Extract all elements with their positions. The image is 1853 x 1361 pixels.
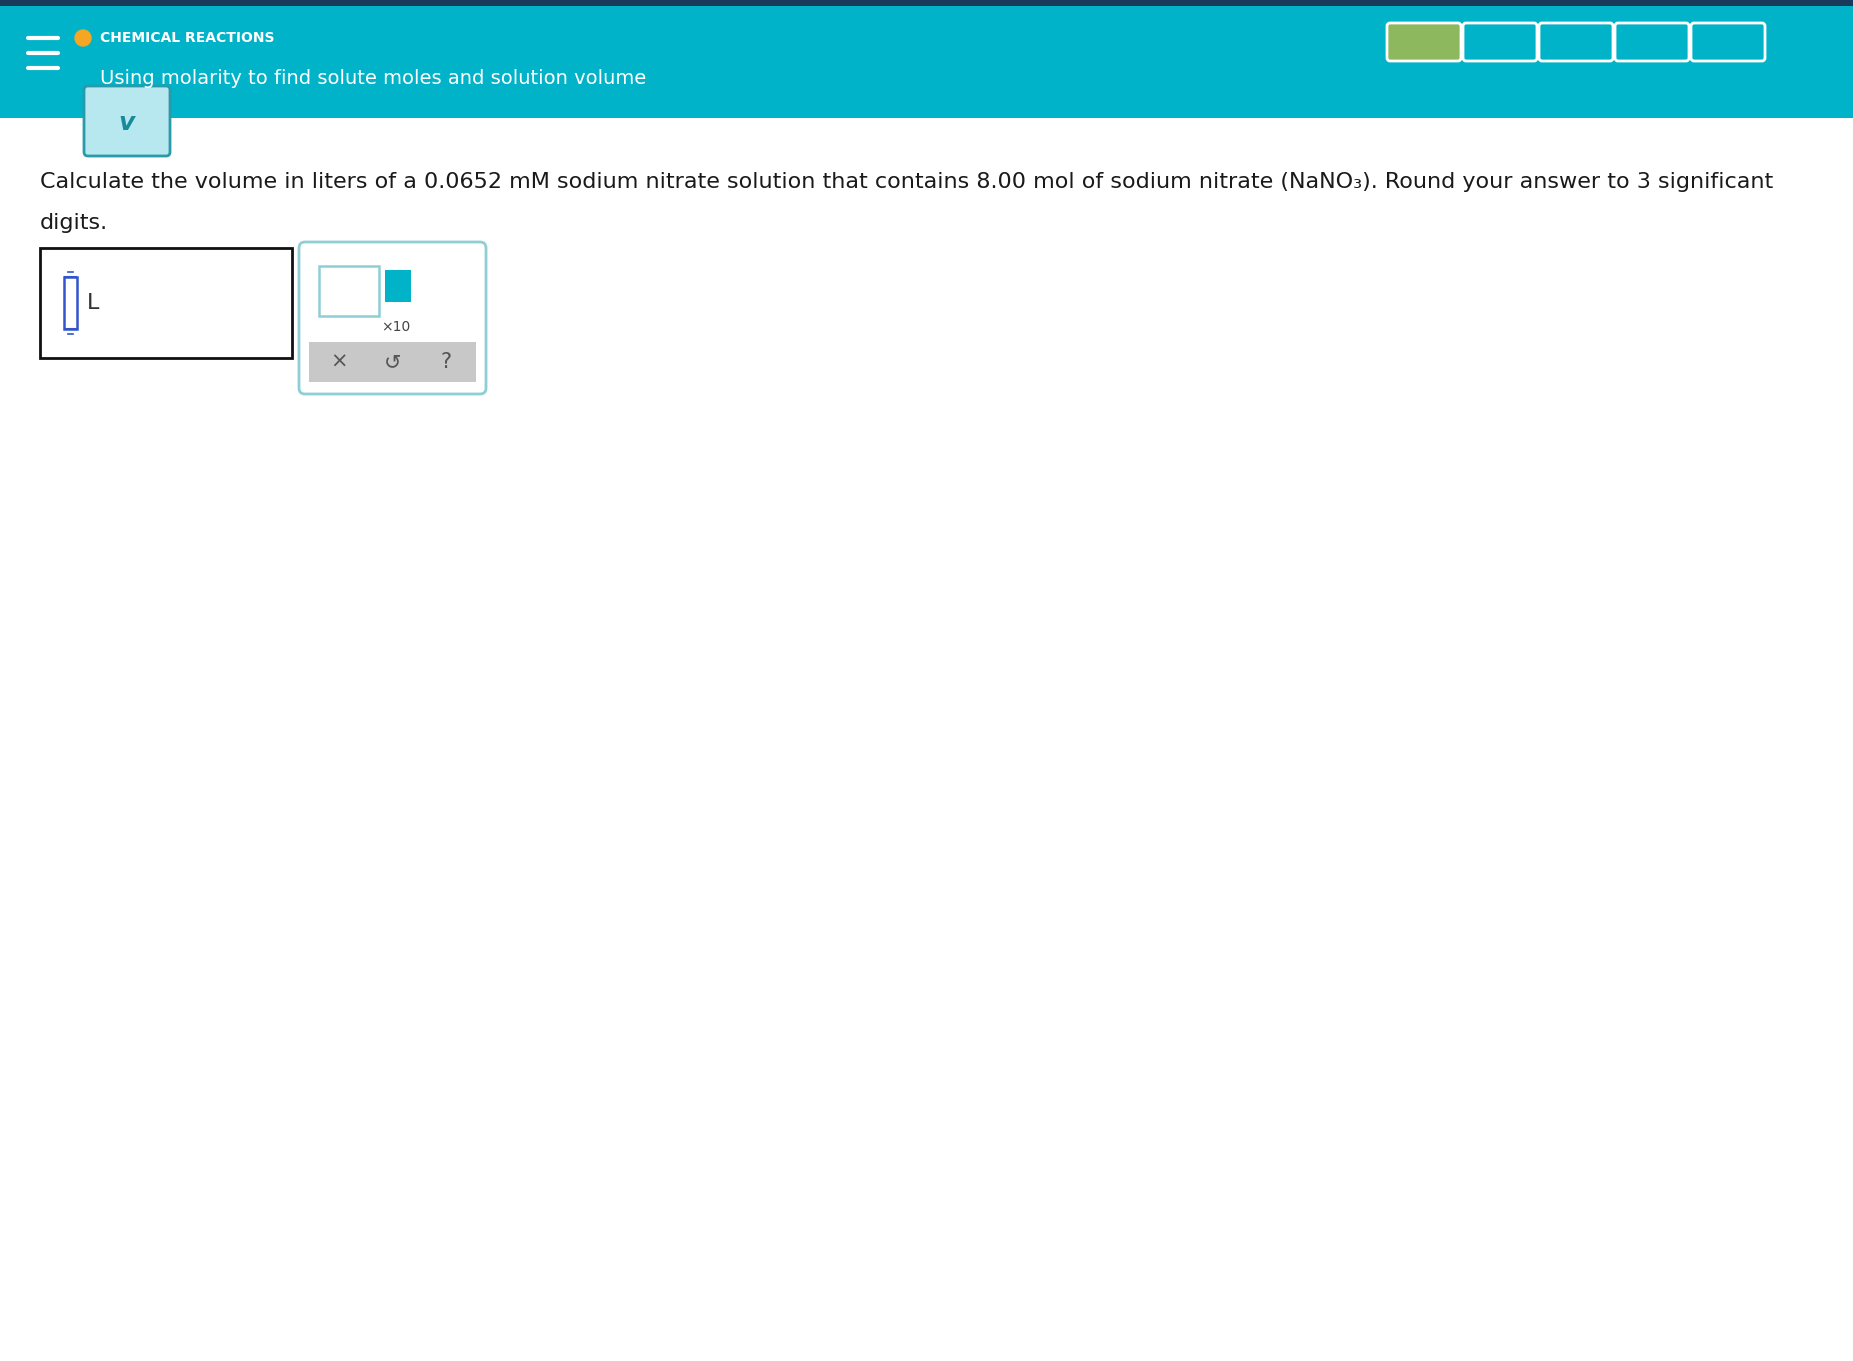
Circle shape bbox=[74, 30, 91, 46]
Bar bbox=[0, 5, 1853, 118]
Text: Calculate the volume in liters of a 0.0652 mΜ sodium nitrate solution that conta: Calculate the volume in liters of a 0.06… bbox=[41, 171, 1773, 192]
FancyBboxPatch shape bbox=[1388, 23, 1460, 61]
Text: ↺: ↺ bbox=[384, 352, 402, 372]
Text: CHEMICAL REACTIONS: CHEMICAL REACTIONS bbox=[100, 31, 274, 45]
Text: digits.: digits. bbox=[41, 214, 107, 233]
Text: v: v bbox=[119, 112, 135, 135]
Text: ?: ? bbox=[441, 352, 452, 372]
FancyBboxPatch shape bbox=[1464, 23, 1536, 61]
FancyBboxPatch shape bbox=[1616, 23, 1688, 61]
Text: ×: × bbox=[330, 352, 348, 372]
Bar bbox=[319, 265, 380, 316]
Bar bbox=[309, 342, 476, 382]
Bar bbox=[0, 0, 1853, 5]
Text: ×10: ×10 bbox=[382, 320, 410, 333]
FancyBboxPatch shape bbox=[298, 242, 485, 393]
Text: L: L bbox=[87, 293, 100, 313]
FancyBboxPatch shape bbox=[83, 86, 170, 157]
Text: Using molarity to find solute moles and solution volume: Using molarity to find solute moles and … bbox=[100, 68, 647, 87]
FancyBboxPatch shape bbox=[1540, 23, 1612, 61]
FancyBboxPatch shape bbox=[1692, 23, 1766, 61]
Bar bbox=[65, 278, 78, 329]
Bar bbox=[41, 248, 293, 358]
Bar bbox=[385, 269, 411, 302]
